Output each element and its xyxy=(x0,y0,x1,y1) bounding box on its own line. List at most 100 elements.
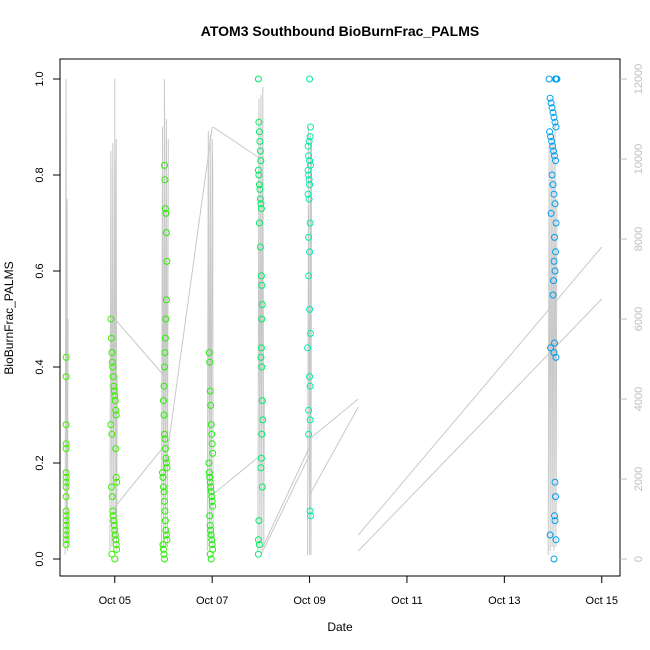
data-point xyxy=(307,329,314,337)
data-point xyxy=(306,248,314,256)
data-point xyxy=(207,483,215,491)
altitude-connector xyxy=(165,126,213,464)
data-point xyxy=(306,305,314,313)
data-point xyxy=(62,478,70,486)
data-point xyxy=(111,526,119,534)
data-point xyxy=(160,545,167,553)
data-point xyxy=(206,473,214,481)
data-point xyxy=(111,392,119,400)
data-point xyxy=(161,517,169,525)
data-point xyxy=(160,382,168,390)
data-point xyxy=(206,387,214,395)
y2-tick-label: 10000 xyxy=(633,144,645,175)
data-point xyxy=(112,473,120,481)
data-point xyxy=(305,406,313,414)
data-point xyxy=(62,493,70,501)
data-point xyxy=(254,75,262,83)
data-point xyxy=(549,109,557,117)
data-point xyxy=(208,497,216,505)
data-point xyxy=(550,147,557,155)
data-point xyxy=(257,157,265,165)
altitude-connector xyxy=(211,454,262,496)
data-point xyxy=(205,349,213,357)
data-point xyxy=(206,358,214,366)
y-tick-label: 0.2 xyxy=(34,455,46,470)
data-point xyxy=(258,315,266,323)
altitude-connector xyxy=(260,446,311,552)
data-point xyxy=(208,430,216,438)
data-point xyxy=(110,382,118,390)
data-point xyxy=(208,493,216,501)
data-point xyxy=(206,478,214,486)
data-point xyxy=(255,541,263,549)
data-point xyxy=(162,454,170,462)
data-point xyxy=(548,171,556,179)
data-point xyxy=(254,536,262,544)
data-point xyxy=(111,555,119,563)
data-point xyxy=(304,142,312,150)
data-point xyxy=(255,219,263,227)
data-point xyxy=(62,373,70,381)
y-tick-label: 0.8 xyxy=(34,167,46,182)
data-point xyxy=(162,296,170,304)
x-tick-label: Oct 13 xyxy=(488,595,520,607)
data-point xyxy=(258,301,266,309)
data-point xyxy=(305,430,313,438)
data-point xyxy=(546,128,554,136)
data-point xyxy=(112,411,120,419)
data-point xyxy=(62,517,70,525)
data-point xyxy=(304,190,312,198)
altitude-connector xyxy=(309,398,359,440)
data-point xyxy=(305,152,313,160)
data-point xyxy=(550,113,558,121)
data-point xyxy=(549,291,557,299)
data-point xyxy=(107,421,115,429)
data-point xyxy=(546,531,554,539)
data-point xyxy=(553,75,561,83)
data-point xyxy=(551,339,558,347)
data-point xyxy=(62,536,70,544)
data-point xyxy=(161,161,168,169)
data-point xyxy=(306,416,314,424)
data-point xyxy=(207,421,215,429)
data-point xyxy=(163,536,171,544)
altitude-connector xyxy=(114,318,164,376)
y2-tick-label: 4000 xyxy=(633,387,645,411)
data-point xyxy=(108,430,116,438)
data-point xyxy=(258,363,266,371)
data-point xyxy=(162,531,170,539)
data-point xyxy=(254,166,262,174)
data-point xyxy=(160,488,168,496)
data-point xyxy=(161,555,168,563)
data-point xyxy=(306,157,314,165)
y-axis-label: BioBurnFrac_PALMS xyxy=(2,261,16,374)
data-point xyxy=(304,344,312,352)
data-point xyxy=(113,478,121,486)
data-point xyxy=(306,373,314,381)
data-point xyxy=(161,507,169,515)
data-point xyxy=(551,118,559,126)
data-point xyxy=(159,473,167,481)
data-point xyxy=(108,358,116,366)
data-point xyxy=(108,349,116,357)
altitude-trace xyxy=(64,78,69,556)
data-point xyxy=(306,181,314,189)
data-point xyxy=(305,176,313,184)
data-point xyxy=(550,277,557,285)
chart-title: ATOM3 Southbound BioBurnFrac_PALMS xyxy=(201,23,479,39)
data-point xyxy=(159,541,167,549)
data-point xyxy=(256,147,264,155)
data-point xyxy=(160,483,167,491)
data-point xyxy=(552,536,560,544)
data-point xyxy=(547,99,555,107)
data-point xyxy=(62,483,70,491)
data-point xyxy=(307,123,314,131)
data-point xyxy=(552,248,559,256)
y-tick-label: 1.0 xyxy=(34,71,46,86)
data-point xyxy=(551,517,559,525)
data-point xyxy=(552,157,559,165)
data-point xyxy=(549,181,557,189)
data-point xyxy=(161,445,169,453)
data-point xyxy=(548,104,556,112)
data-point xyxy=(110,387,118,395)
